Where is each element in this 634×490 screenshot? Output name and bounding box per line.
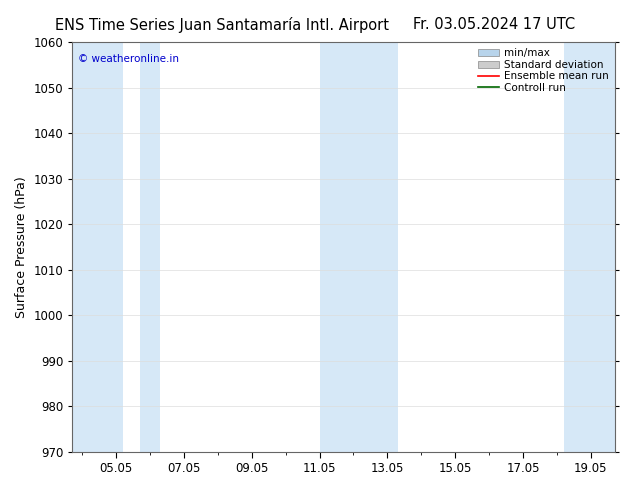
Text: ENS Time Series Juan Santamaría Intl. Airport: ENS Time Series Juan Santamaría Intl. Ai… <box>55 17 389 33</box>
Bar <box>72 42 123 452</box>
Bar <box>564 42 615 452</box>
Legend: min/max, Standard deviation, Ensemble mean run, Controll run: min/max, Standard deviation, Ensemble me… <box>475 45 612 96</box>
Y-axis label: Surface Pressure (hPa): Surface Pressure (hPa) <box>15 176 28 318</box>
Bar <box>140 42 160 452</box>
Bar <box>320 42 398 452</box>
Text: © weatheronline.in: © weatheronline.in <box>78 54 179 64</box>
Text: Fr. 03.05.2024 17 UTC: Fr. 03.05.2024 17 UTC <box>413 17 576 32</box>
